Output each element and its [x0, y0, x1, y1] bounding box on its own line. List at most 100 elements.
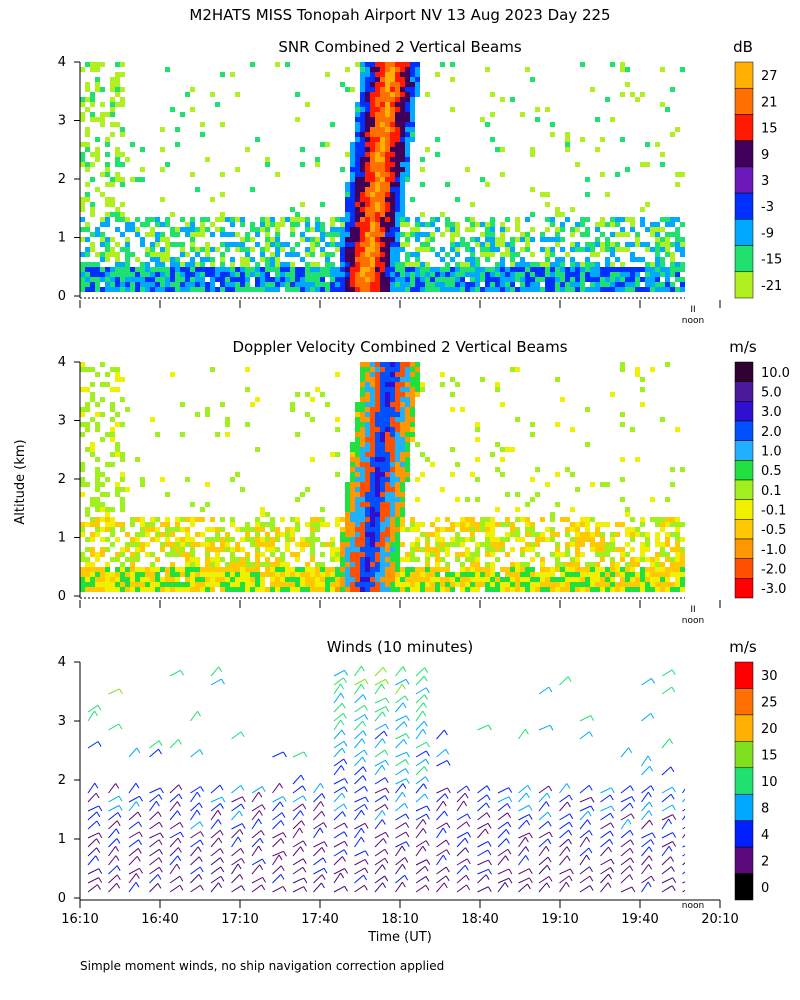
heatmap-cell — [375, 222, 380, 227]
heatmap-cell — [215, 582, 220, 587]
wind-barb — [87, 832, 100, 839]
heatmap-cell — [400, 467, 405, 472]
heatmap-cell — [255, 572, 260, 577]
heatmap-cell — [580, 217, 585, 222]
heatmap-cell — [670, 562, 675, 567]
heatmap-cell — [165, 67, 170, 72]
wind-barb-flag — [118, 688, 123, 695]
heatmap-cell — [430, 582, 435, 587]
heatmap-cell — [155, 572, 160, 577]
heatmap-cell — [365, 112, 370, 117]
heatmap-cell — [370, 147, 375, 152]
heatmap-cell — [210, 557, 215, 562]
heatmap-cell — [85, 267, 90, 272]
heatmap-cell — [570, 507, 575, 512]
heatmap-cell — [230, 287, 235, 292]
heatmap-cell — [390, 92, 395, 97]
heatmap-cell — [365, 492, 370, 497]
wind-barb — [579, 810, 589, 821]
colorbar-label: 10.0 — [761, 366, 790, 381]
heatmap-cell — [240, 557, 245, 562]
wind-barb — [477, 812, 488, 821]
heatmap-cell — [430, 587, 435, 592]
heatmap-cell — [490, 267, 495, 272]
wind-barb-flag — [98, 877, 103, 883]
heatmap-cell — [375, 147, 380, 152]
heatmap-cell — [370, 287, 375, 292]
heatmap-cell — [185, 572, 190, 577]
wind-barb-flag — [590, 805, 595, 812]
wind-barb-flag — [341, 792, 346, 799]
wind-barb — [497, 877, 510, 884]
heatmap-cell — [135, 542, 140, 547]
heatmap-cell — [200, 567, 205, 572]
heatmap-cell — [370, 157, 375, 162]
wind-barb — [354, 858, 366, 866]
heatmap-cell — [270, 577, 275, 582]
heatmap-cell — [125, 247, 130, 252]
heatmap-cell — [665, 277, 670, 282]
heatmap-cell — [385, 532, 390, 537]
heatmap-cell — [405, 432, 410, 437]
heatmap-cell — [285, 572, 290, 577]
heatmap-cell — [400, 142, 405, 147]
wind-barb — [579, 854, 588, 866]
heatmap-cell — [350, 442, 355, 447]
heatmap-cell — [205, 537, 210, 542]
heatmap-cell — [105, 537, 110, 542]
heatmap-cell — [325, 267, 330, 272]
heatmap-cell — [405, 377, 410, 382]
heatmap-cell — [305, 572, 310, 577]
heatmap-cell — [85, 132, 90, 137]
heatmap-cell — [150, 267, 155, 272]
heatmap-cell — [80, 582, 85, 587]
wind-barb — [415, 828, 424, 839]
heatmap-cell — [360, 497, 365, 502]
heatmap-cell — [395, 382, 400, 387]
heatmap-cell — [360, 462, 365, 467]
heatmap-cell — [380, 567, 385, 572]
heatmap-cell — [370, 177, 375, 182]
heatmap-cell — [260, 572, 265, 577]
heatmap-cell — [120, 162, 125, 167]
heatmap-cell — [185, 527, 190, 532]
heatmap-cell — [395, 137, 400, 142]
heatmap-cell — [270, 242, 275, 247]
heatmap-cell — [635, 572, 640, 577]
heatmap-cell — [595, 277, 600, 282]
heatmap-cell — [680, 287, 685, 292]
heatmap-cell — [145, 287, 150, 292]
heatmap-cell — [395, 472, 400, 477]
heatmap-cell — [195, 587, 200, 592]
heatmap-cell — [315, 517, 320, 522]
heatmap-cell — [635, 97, 640, 102]
heatmap-cell — [550, 122, 555, 127]
heatmap-cell — [385, 147, 390, 152]
heatmap-cell — [215, 287, 220, 292]
heatmap-cell — [490, 252, 495, 257]
heatmap-cell — [210, 232, 215, 237]
heatmap-cell — [200, 277, 205, 282]
heatmap-cell — [90, 177, 95, 182]
heatmap-cell — [645, 142, 650, 147]
heatmap-cell — [405, 367, 410, 372]
heatmap-cell — [270, 257, 275, 262]
heatmap-cell — [565, 517, 570, 522]
heatmap-cell — [565, 142, 570, 147]
heatmap-cell — [360, 367, 365, 372]
wind-barb — [272, 820, 282, 830]
heatmap-cell — [230, 572, 235, 577]
heatmap-cell — [270, 542, 275, 547]
heatmap-cell — [105, 512, 110, 517]
wind-barb — [87, 741, 99, 749]
heatmap-cell — [520, 547, 525, 552]
heatmap-cell — [310, 457, 315, 462]
heatmap-cell — [500, 222, 505, 227]
heatmap-cell — [380, 462, 385, 467]
heatmap-cell — [640, 572, 645, 577]
wind-barb-flag — [487, 886, 492, 893]
heatmap-cell — [110, 402, 115, 407]
heatmap-cell — [120, 487, 125, 492]
heatmap-cell — [555, 227, 560, 232]
heatmap-cell — [100, 382, 105, 387]
